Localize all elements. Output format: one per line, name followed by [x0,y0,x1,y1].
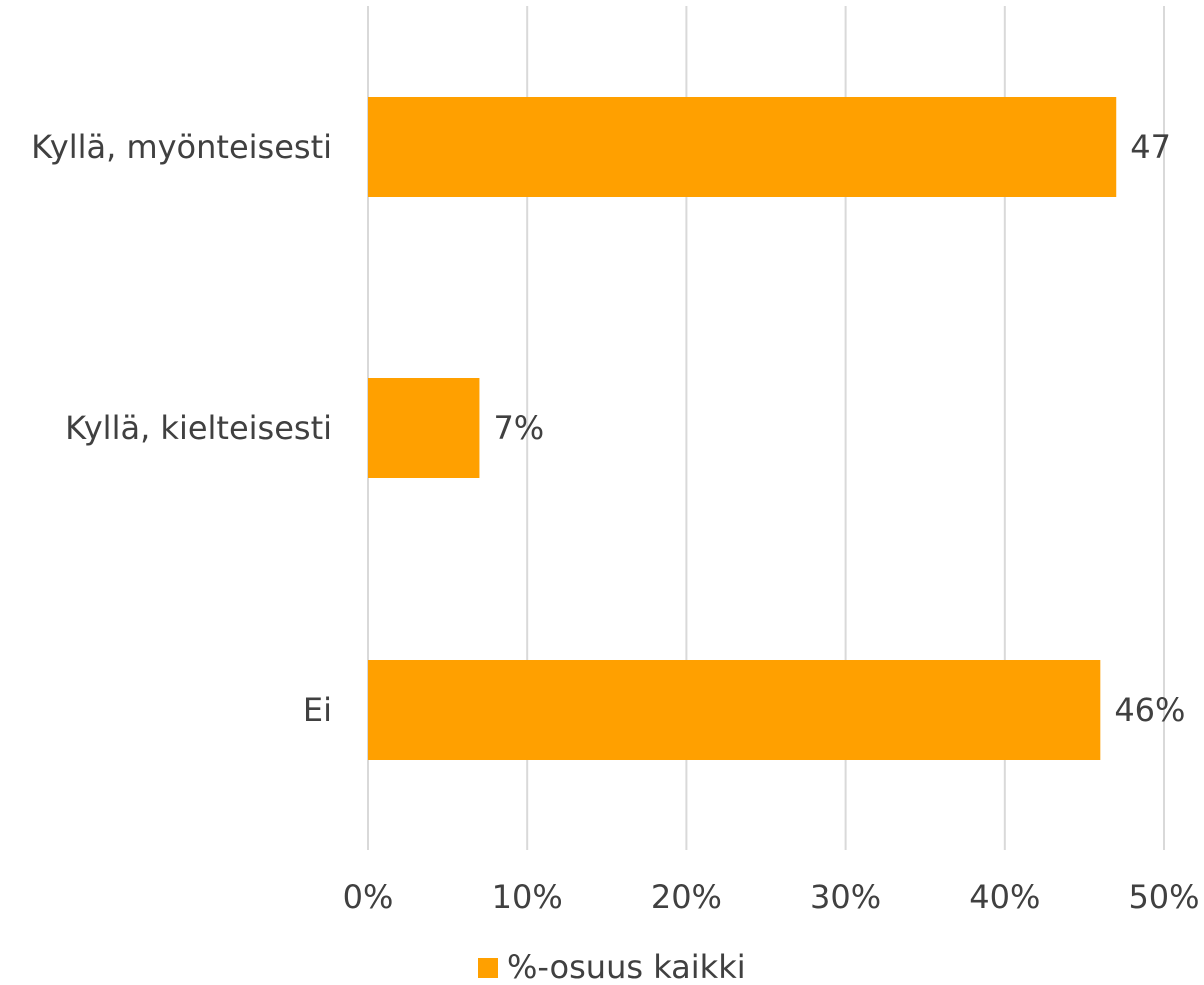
legend: %-osuus kaikki [478,948,746,985]
bar [368,97,1117,197]
x-tick-label: 0% [343,878,394,916]
legend-swatch [478,958,498,978]
legend-label: %-osuus kaikki [507,948,746,981]
x-axis-tick-labels: 0% 10% 20% 30% 40% 50% [343,878,1200,916]
x-tick-label: 30% [810,878,881,916]
x-tick-label: 40% [969,878,1040,916]
category-label: Kyllä, myönteisesti [31,128,332,166]
data-label: 7% [493,409,544,447]
category-label: Kyllä, kielteisesti [65,409,332,447]
bars [368,97,1117,760]
category-labels: Kyllä, myönteisesti Kyllä, kielteisesti Ei [31,128,332,729]
x-tick-label: 10% [492,878,563,916]
data-label: 47 [1130,128,1171,166]
bar [368,378,480,478]
data-labels: 47 7% 46% [493,128,1185,729]
bar [368,660,1101,760]
category-label: Ei [303,691,332,729]
x-tick-label: 20% [651,878,722,916]
x-tick-label: 50% [1128,878,1199,916]
data-label: 46% [1114,691,1185,729]
